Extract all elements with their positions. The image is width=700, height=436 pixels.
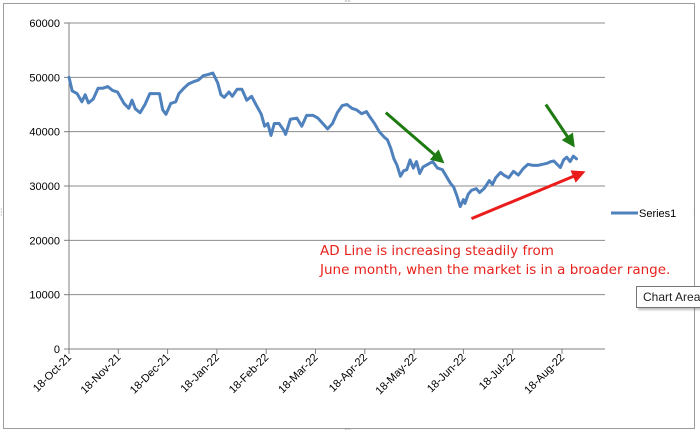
y-tick-label: 30000: [29, 181, 60, 193]
resize-handle-left[interactable]: · · ·: [0, 205, 3, 220]
x-tick-label: 18-Mar-22: [276, 352, 320, 396]
red-arrow: [470, 170, 586, 220]
chart-area-tooltip: Chart Area: [636, 286, 700, 308]
y-tick-label: 40000: [29, 127, 60, 139]
resize-handle-bottom[interactable]: ····: [344, 425, 351, 434]
legend-label: Series1: [639, 208, 676, 220]
chart-area[interactable]: [3, 3, 695, 429]
x-tick-label: 18-Nov-21: [79, 352, 124, 397]
x-tick-label: 18-Dec-21: [128, 352, 173, 397]
x-tick-label: 18-Feb-22: [227, 352, 271, 396]
y-tick-label: 10000: [29, 290, 60, 302]
annotation-text: AD Line is increasing steadily from: [320, 243, 554, 259]
x-tick-label: 18-May-22: [374, 352, 420, 398]
x-tick-label: 18-Jul-22: [477, 352, 518, 393]
green-arrow: [384, 111, 445, 164]
x-tick-label: 18-Jun-22: [425, 352, 469, 396]
x-tick-label: 18-Oct-21: [31, 352, 74, 395]
y-tick-label: 50000: [29, 72, 60, 84]
x-tick-label: 18-Aug-22: [522, 352, 567, 397]
annotation-text: June month, when the market is in a broa…: [319, 262, 670, 278]
y-tick-label: 0: [54, 344, 60, 356]
y-tick-label: 60000: [29, 18, 60, 30]
resize-handle-top[interactable]: ····: [344, 0, 351, 6]
x-tick-label: 18-Apr-22: [327, 352, 370, 395]
series-line: [67, 71, 578, 209]
y-tick-label: 20000: [29, 235, 60, 247]
x-tick-label: 18-Jan-22: [179, 352, 223, 396]
green-arrow: [544, 103, 575, 148]
resize-handle-right[interactable]: · · ·: [693, 205, 696, 220]
